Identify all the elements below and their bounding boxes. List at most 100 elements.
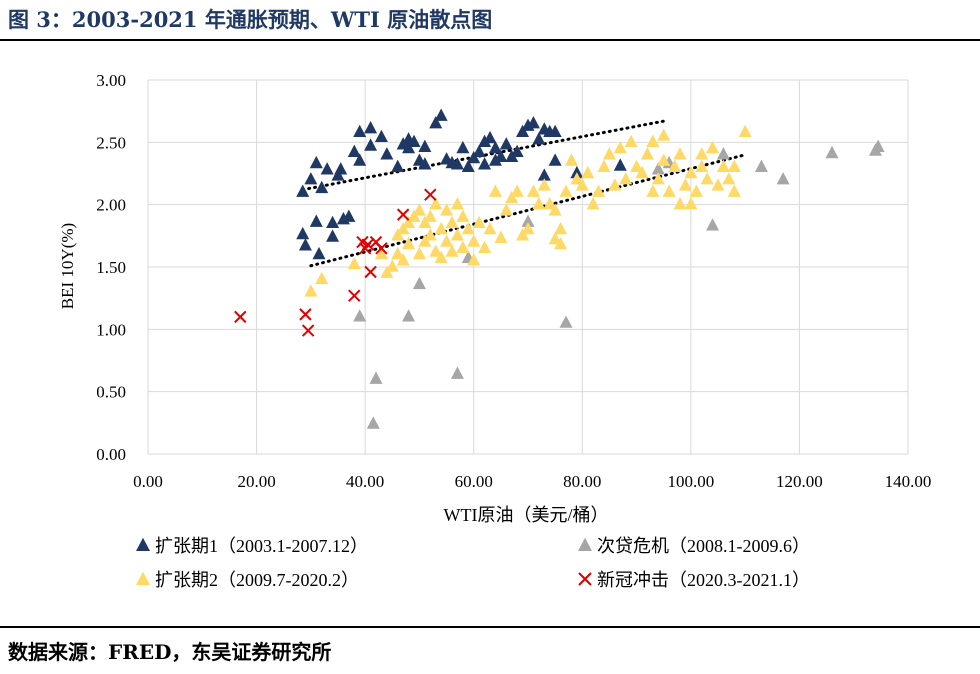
- data-point-triangle: [673, 147, 687, 160]
- data-point-triangle: [716, 147, 730, 160]
- data-point-triangle: [624, 134, 638, 148]
- source-note: 数据来源：FRED，东吴证券研究所: [8, 640, 332, 664]
- data-point-triangle: [364, 138, 378, 151]
- source-rule: [0, 626, 980, 628]
- legend-marker-triangle: [136, 537, 150, 552]
- data-point-x: [396, 208, 410, 221]
- data-point-triangle: [434, 108, 448, 121]
- data-point-triangle: [586, 197, 600, 210]
- y-tick-label: 1.00: [96, 320, 126, 339]
- data-point-triangle: [326, 229, 340, 242]
- data-point-triangle: [407, 134, 421, 148]
- data-point-triangle: [548, 203, 562, 216]
- data-point-triangle: [488, 140, 502, 154]
- data-point-triangle: [602, 147, 616, 160]
- data-point-triangle: [418, 215, 432, 229]
- title-rule: [0, 39, 980, 41]
- series-1: [296, 108, 627, 260]
- data-point-triangle: [532, 132, 546, 145]
- legend-item-4: 新冠冲击（2020.3-2021.1）: [578, 570, 810, 590]
- data-point-triangle: [678, 178, 692, 191]
- data-point-triangle: [695, 159, 709, 172]
- data-point-triangle: [369, 371, 383, 384]
- data-point-triangle: [418, 157, 432, 170]
- data-point-triangle: [564, 153, 578, 166]
- data-point-triangle: [440, 234, 454, 247]
- data-point-triangle: [309, 155, 323, 169]
- data-point-triangle: [396, 253, 410, 266]
- y-tick-label: 2.50: [96, 133, 126, 152]
- x-tick-label: 20.00: [237, 472, 275, 491]
- data-point-triangle: [570, 172, 584, 185]
- legend-label: 次贷危机（2008.1-2009.6）: [597, 536, 810, 556]
- data-point-triangle: [412, 246, 426, 260]
- data-point-triangle: [505, 190, 519, 204]
- data-point-triangle: [296, 226, 310, 240]
- data-point-triangle: [407, 209, 421, 222]
- data-point-triangle: [592, 184, 606, 197]
- data-point-triangle: [516, 124, 530, 138]
- x-tick-label: 120.00: [776, 472, 823, 491]
- data-point-triangle: [347, 256, 361, 270]
- data-point-x: [234, 310, 247, 324]
- data-point-triangle: [478, 134, 492, 148]
- data-point-triangle: [467, 234, 481, 247]
- data-point-triangle: [727, 159, 741, 172]
- data-point-triangle: [450, 197, 464, 210]
- data-points: [234, 108, 885, 429]
- data-point-triangle: [391, 246, 405, 260]
- data-point-triangle: [554, 221, 568, 235]
- y-tick-labels: 0.00 0.50 1.00 1.50 2.00 2.50 3.00: [96, 71, 126, 464]
- data-point-triangle: [450, 366, 464, 379]
- data-point-triangle: [380, 147, 394, 160]
- data-point-triangle: [516, 228, 530, 241]
- data-point-triangle: [364, 120, 378, 134]
- data-point-triangle: [423, 228, 437, 241]
- data-point-triangle: [510, 144, 524, 157]
- data-point-triangle: [478, 240, 492, 253]
- data-point-triangle: [380, 265, 394, 278]
- data-point-triangle: [298, 238, 312, 251]
- data-point-triangle: [429, 115, 443, 129]
- data-point-triangle: [825, 145, 839, 159]
- series-2: [353, 139, 885, 429]
- data-point-triangle: [657, 153, 671, 166]
- y-tick-label: 0.00: [96, 445, 126, 464]
- data-point-triangle: [548, 124, 562, 138]
- data-point-triangle: [722, 172, 736, 185]
- x-tick-label: 40.00: [346, 472, 384, 491]
- data-point-triangle: [374, 129, 388, 143]
- data-point-triangle: [483, 221, 497, 235]
- data-point-triangle: [526, 115, 540, 129]
- data-point-triangle: [440, 203, 454, 216]
- data-point-triangle: [450, 228, 464, 241]
- data-point-triangle: [499, 203, 513, 216]
- data-point-triangle: [402, 140, 416, 154]
- data-point-triangle: [613, 140, 627, 154]
- data-point-triangle: [695, 147, 709, 160]
- data-point-triangle: [673, 197, 687, 210]
- data-point-triangle: [537, 168, 551, 181]
- data-point-triangle: [445, 244, 459, 257]
- data-point-triangle: [776, 172, 790, 185]
- data-point-triangle: [711, 178, 725, 191]
- data-point-triangle: [472, 215, 486, 229]
- data-point-triangle: [646, 134, 660, 148]
- legend-label: 扩张期2（2009.7-2020.2）: [155, 570, 359, 590]
- data-point-triangle: [559, 184, 573, 197]
- x-tick-label: 80.00: [563, 472, 601, 491]
- data-point-triangle: [331, 168, 345, 181]
- data-point-triangle: [488, 184, 502, 197]
- data-point-triangle: [478, 157, 492, 170]
- series-3: [304, 124, 752, 297]
- data-point-x: [375, 242, 388, 255]
- data-point-triangle: [472, 144, 486, 157]
- data-point-x: [299, 308, 312, 321]
- data-point-triangle: [304, 284, 318, 297]
- data-point-triangle: [657, 128, 671, 141]
- data-point-triangle: [651, 172, 665, 185]
- data-point-triangle: [662, 184, 676, 197]
- data-point-triangle: [597, 159, 611, 172]
- trend-lines: [301, 119, 747, 268]
- data-point-triangle: [548, 153, 562, 166]
